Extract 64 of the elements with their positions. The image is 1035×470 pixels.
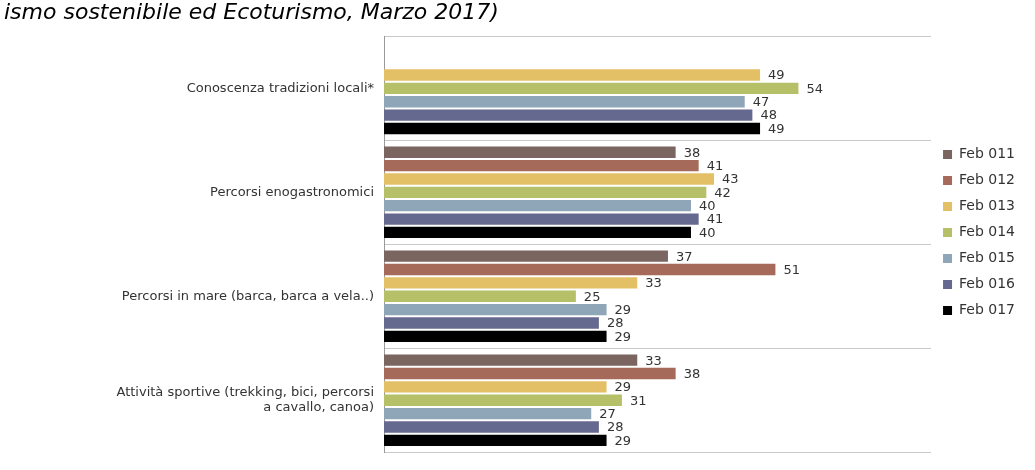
chart-title: ismo sostenibile ed Ecoturismo, Marzo 2017) [4,0,499,24]
data-label: 49 [768,67,785,83]
data-label: 51 [783,261,800,277]
bar [384,82,799,95]
bar [384,434,607,446]
bar [384,69,761,81]
y-tick-label: Percorsi enogastronomici [210,183,374,199]
bar [384,173,715,185]
y-tick-label: Attività sportive (trekking, bici, percorsi a cavallo, canoa) [116,383,374,415]
data-label: 29 [614,379,632,395]
data-label: 29 [614,328,632,344]
data-label: 29 [614,432,632,448]
legend-label: Feb 016 [959,275,1016,292]
data-label: 33 [645,275,662,291]
bar [384,200,691,212]
data-label: 37 [675,248,693,264]
bar [384,381,607,393]
data-label: 40 [698,224,716,240]
bar [384,303,607,316]
bar [384,317,599,329]
legend-label: Feb 015 [959,249,1016,266]
data-label: 27 [599,405,616,421]
data-label: 48 [760,107,777,123]
data-label: 31 [629,392,647,408]
legend-label: Feb 012 [959,171,1016,188]
bar [384,394,622,406]
data-label: 49 [768,120,785,136]
data-label: 43 [722,171,739,187]
bar [384,421,599,433]
legend-label: Feb 011 [959,145,1016,162]
data-label: 54 [806,80,823,96]
data-label: 29 [614,302,632,318]
bar [384,330,607,343]
bar [384,290,576,302]
data-label: 38 [683,365,701,381]
data-label: 33 [645,352,662,368]
bar [384,186,707,199]
data-label: 40 [698,198,716,214]
legend-label: Feb 013 [959,197,1016,214]
y-tick-label: Percorsi in mare (barca, barca a vela..) [121,287,374,303]
bar [384,146,676,158]
bar [384,407,592,420]
bar [384,159,699,172]
bar [384,277,638,289]
bar [384,354,638,366]
bar [384,122,761,135]
data-label: 47 [752,94,770,110]
data-label: 42 [714,184,731,200]
bar [384,226,691,239]
bar [384,109,753,121]
data-label: 25 [583,288,601,304]
bar [384,250,668,262]
bar [384,96,745,108]
data-label: 41 [706,157,724,173]
legend-label: Feb 017 [959,301,1016,318]
data-label: 28 [606,315,624,331]
bar [384,367,676,380]
y-tick-label: Conoscenza tradizioni locali* [186,79,375,95]
bar [384,263,776,276]
data-label: 41 [706,211,724,227]
data-label: 28 [606,419,624,435]
data-label: 38 [683,144,701,160]
legend-label: Feb 014 [959,223,1016,240]
bar [384,213,699,225]
